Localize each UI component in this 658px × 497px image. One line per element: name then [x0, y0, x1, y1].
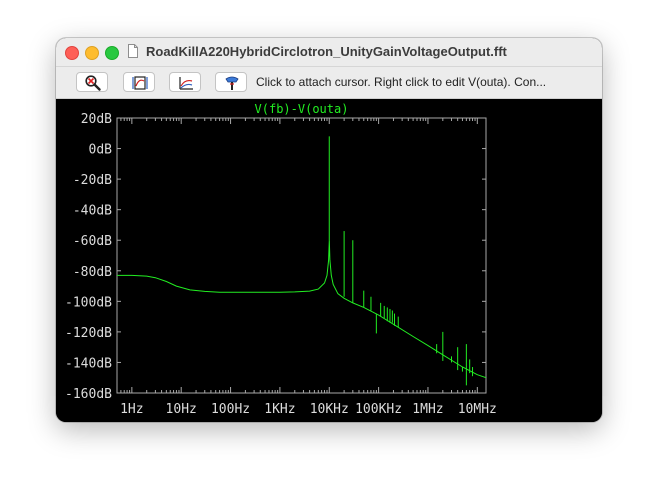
plot-frame	[116, 117, 487, 394]
y-tick-label: -20dB	[73, 173, 112, 188]
probe-icon	[225, 76, 239, 90]
autorange-button[interactable]	[123, 72, 155, 92]
y-tick-label: 20dB	[81, 112, 112, 127]
x-tick-label: 1KHz	[264, 402, 295, 417]
x-tick-label: 1Hz	[120, 402, 143, 417]
window-title: RoadKillA220HybridCirclotron_UnityGainVo…	[146, 44, 507, 59]
chart-title[interactable]: V(fb)-V(outa)	[255, 102, 349, 116]
zoom-cancel-button[interactable]	[76, 72, 108, 92]
y-tick-label: 0dB	[89, 143, 113, 158]
x-tick-label: 100Hz	[211, 402, 250, 417]
toolbar: Click to attach cursor. Right click to e…	[56, 67, 602, 99]
plot-area[interactable]: V(fb)-V(outa) 20dB 0dB -20dB -40dB -60dB -80d…	[56, 99, 602, 422]
pick-trace-button[interactable]	[169, 72, 201, 92]
x-tick-label: 10Hz	[166, 402, 197, 417]
y-tick-label: -140dB	[65, 356, 112, 371]
y-tick-label: -120dB	[65, 326, 112, 341]
x-tick-label: 10KHz	[310, 402, 349, 417]
trace-line[interactable]	[117, 240, 487, 379]
plot-window: RoadKillA220HybridCirclotron_UnityGainVo…	[56, 38, 602, 422]
x-tick-label: 1MHz	[412, 402, 443, 417]
title-bar[interactable]: RoadKillA220HybridCirclotron_UnityGainVo…	[56, 38, 602, 67]
y-tick-label: -80dB	[73, 265, 112, 280]
fft-chart[interactable]: V(fb)-V(outa) 20dB 0dB -20dB -40dB -60dB -80d…	[56, 99, 602, 422]
y-tick-label: -100dB	[65, 295, 112, 310]
probe-button[interactable]	[215, 72, 247, 92]
status-text: Click to attach cursor. Right click to e…	[256, 75, 547, 89]
x-tick-label: 10MHz	[458, 402, 497, 417]
close-button[interactable]	[65, 46, 79, 60]
harmonic-spikes	[328, 136, 474, 386]
y-tick-label: -60dB	[73, 234, 112, 249]
zoom-button[interactable]	[105, 46, 119, 60]
autorange-icon	[132, 76, 148, 90]
zoom-cancel-icon	[85, 75, 101, 91]
x-axis: 1Hz 10Hz 100Hz 1KHz 10KHz 100KHz 1MHz 10MHz	[116, 118, 497, 417]
y-axis: 20dB 0dB -20dB -40dB -60dB -80dB -100dB -120dB -…	[65, 112, 486, 402]
y-tick-label: -160dB	[65, 387, 112, 402]
document-icon	[128, 44, 138, 58]
minimize-button[interactable]	[85, 46, 99, 60]
x-tick-label: 100KHz	[355, 402, 402, 417]
pick-trace-icon	[179, 77, 193, 90]
y-tick-label: -40dB	[73, 204, 112, 219]
